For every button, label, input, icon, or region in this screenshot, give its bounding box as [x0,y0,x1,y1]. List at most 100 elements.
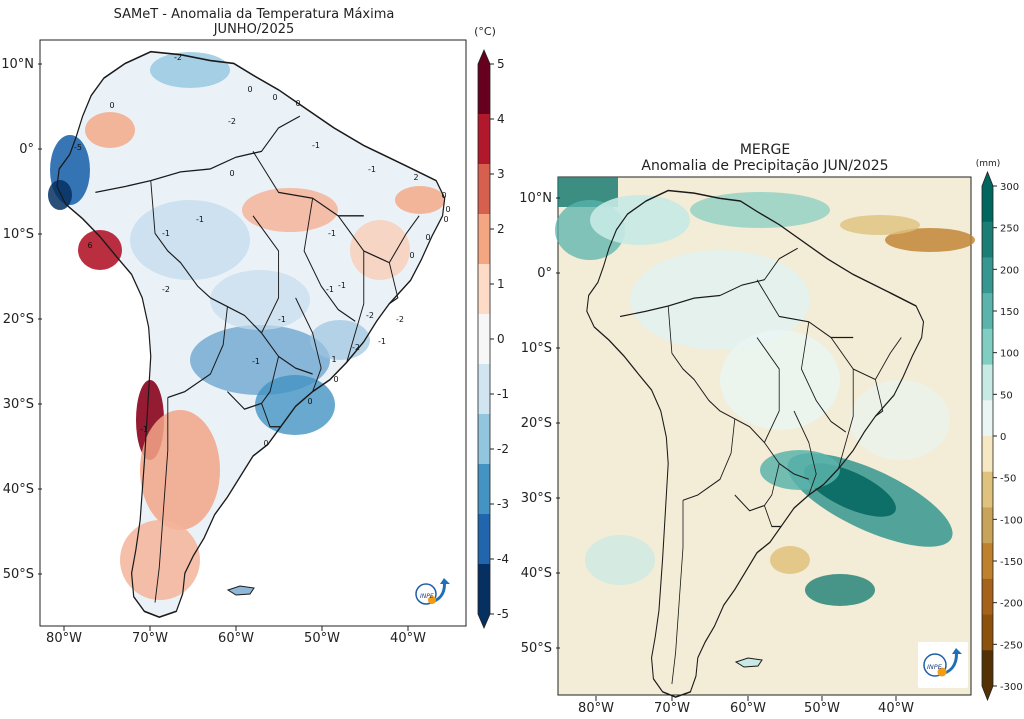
contour-label: -2 [366,311,374,320]
colorbar-segment [982,221,993,258]
right-map-precip-field [555,177,975,606]
colorbar-segment [982,400,993,437]
colorbar-segment [982,614,993,651]
colorbar-tick-label: 4 [497,112,505,126]
colorbar-tick-label: -50 [1000,474,1016,485]
lon-label: 80°W [578,701,614,716]
lat-label: 10°S [3,227,34,242]
lon-label: 40°W [878,701,914,716]
colorbar-segment [982,328,993,366]
colorbar-segment [982,364,993,401]
colorbar-tick-label: -5 [497,607,509,621]
lon-label: 70°W [654,701,690,716]
left-lat-axis: 10°N 0° 10°S 20°S 30°S 40°S 50°S [1,57,42,582]
contour-label: -1 [328,229,336,238]
colorbar-segment [478,464,490,515]
right-colorbar-unit: (mm) [976,159,1001,169]
colorbar-segment [982,650,993,687]
contour-label: 0 [307,397,312,406]
lon-label: 40°W [390,631,426,646]
colorbar-tick-label: -250 [1000,640,1023,651]
colorbar-extend-top [478,50,490,64]
contour-label: -1 [252,357,260,366]
contour-label: -2 [228,117,236,126]
colorbar-segment [982,471,993,508]
left-inpe-logo-text: INPE [420,593,434,600]
lon-label: 60°W [730,701,766,716]
contour-label: -2 [352,343,360,352]
colorbar-tick-label: 100 [1000,349,1019,360]
colorbar-tick-label: -300 [1000,682,1023,693]
contour-label: -1 [368,165,376,174]
colorbar-tick-label: 150 [1000,307,1019,318]
lat-label: 10°N [519,191,552,206]
colorbar-segment [982,543,993,580]
contour-label: -1 [338,281,346,290]
right-falkland-islands [734,657,763,668]
lat-label: 40°S [521,566,552,581]
lat-label: 20°S [521,416,552,431]
right-colorbar: (mm) 300 250 200 150 100 50 0 -50 -100 -150 -200 -2… [976,159,1023,702]
colorbar-tick-label: 300 [1000,182,1019,193]
lat-label: 30°S [3,397,34,412]
lon-label: 60°W [218,631,254,646]
colorbar-segment [478,364,490,415]
contour-label: 0 [333,375,338,384]
contour-label: 0 [263,439,268,448]
right-map-subtitle: Anomalia de Precipitação JUN/2025 [641,158,888,174]
colorbar-tick-label: -1 [497,387,509,401]
precipitation-anomaly-map: MERGE Anomalia de Precipitação JUN/2025 [519,142,1022,716]
colorbar-segment [478,314,490,365]
contour-label: -1 [312,141,320,150]
colorbar-segment [478,64,490,115]
left-map-subtitle: JUNHO/2025 [213,22,295,37]
lat-label: 0° [19,142,34,157]
colorbar-segment [478,264,490,315]
colorbar-segment [478,164,490,215]
contour-label: 0 [445,205,450,214]
lat-label: 10°N [1,57,34,72]
colorbar-tick-label: 0 [497,332,505,346]
colorbar-segment [982,186,993,223]
contour-label: -1 [326,285,334,294]
contour-label: -2 [396,315,404,324]
right-inpe-logo-text: INPE [927,663,943,671]
left-inpe-logo: INPE [412,576,454,612]
lon-label: 50°W [304,631,340,646]
contour-label: 2 [413,173,418,182]
colorbar-tick-label: -100 [1000,515,1023,526]
contour-label: 0 [425,233,430,242]
contour-label: -1 [162,229,170,238]
colorbar-segment [478,214,490,265]
contour-label: -1 [378,337,386,346]
contour-label: 6 [87,241,92,250]
contour-label: -5 [74,143,82,152]
temperature-anomaly-map: SAMeT - Anomalia da Temperatura Máxima J… [1,7,509,646]
contour-label: 0 [109,101,114,110]
colorbar-tick-label: -4 [497,552,509,566]
colorbar-tick-label: -3 [497,497,509,511]
colorbar-tick-label: 1 [497,277,505,291]
colorbar-tick-label: 250 [1000,224,1019,235]
contour-label: -2 [174,53,182,62]
colorbar-tick-label: 2 [497,222,505,236]
colorbar-segment [982,507,993,544]
colorbar-segment [478,514,490,565]
colorbar-tick-label: -200 [1000,599,1023,610]
contour-label: 0 [295,99,300,108]
lat-label: 30°S [521,491,552,506]
lat-label: 10°S [521,341,552,356]
colorbar-tick-label: -2 [497,442,509,456]
right-lon-axis: 80°W 70°W 60°W 50°W 40°W [578,696,914,716]
contour-label: 0 [409,251,414,260]
colorbar-tick-label: 5 [497,57,505,71]
colorbar-extend-bottom [478,614,490,628]
colorbar-segment [982,578,993,616]
colorbar-tick-label: 3 [497,167,505,181]
contour-label: 1 [331,355,336,364]
falkland-islands [226,585,255,596]
left-colorbar: (°C) 5 4 3 2 1 0 -1 -2 -3 -4 -5 [474,25,509,630]
right-lat-axis: 10°N 0° 10°S 20°S 30°S 40°S 50°S [519,191,560,656]
